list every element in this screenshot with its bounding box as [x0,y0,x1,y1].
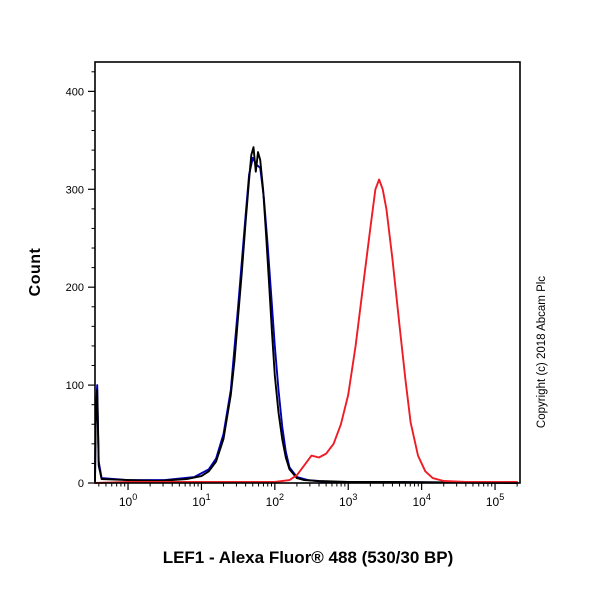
x-tick-label: 104 [412,492,430,509]
y-tick-label: 0 [78,478,84,490]
y-tick-label: 300 [66,184,84,196]
y-tick-label: 200 [66,282,84,294]
x-tick-label: 101 [192,492,210,509]
series-black-control [94,146,519,484]
plot-border [94,61,521,484]
x-tick-label: 105 [486,492,504,509]
series-red-lef1 [94,178,519,484]
x-axis-title: LEF1 - Alexa Fluor® 488 (530/30 BP) [162,548,454,567]
x-tick-label: 100 [119,492,137,509]
series-blue-control [94,156,519,484]
x-tick-label: 103 [339,492,357,509]
copyright-note: Copyright (c) 2018 Abcam Plc [536,275,548,429]
y-tick-label: 400 [66,86,84,98]
x-tick-label: 102 [266,492,284,509]
y-tick-label: 100 [66,380,84,392]
y-axis-title: Count [27,247,44,297]
